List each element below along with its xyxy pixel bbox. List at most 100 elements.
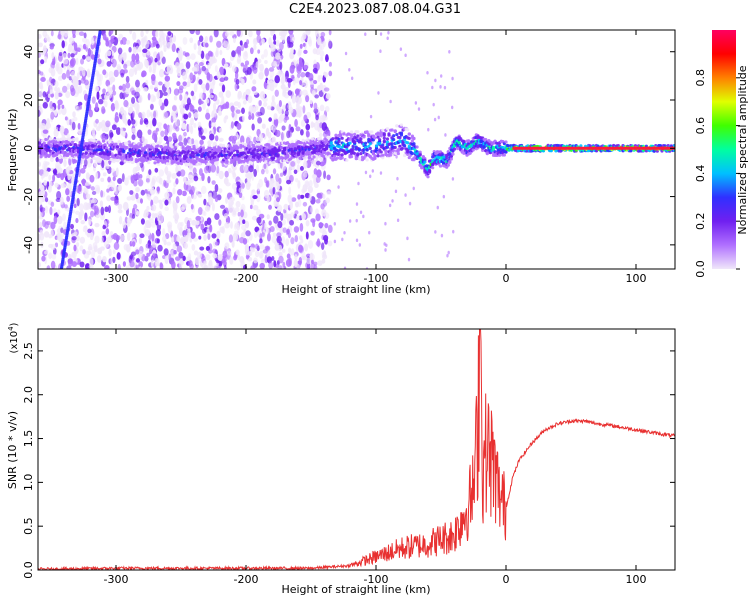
heatmap-cell: [287, 90, 293, 96]
heatmap-cell: [315, 176, 321, 184]
heatmap-cell: [415, 145, 419, 149]
heatmap-cell: [263, 48, 268, 58]
heatmap-cell: [224, 222, 230, 229]
heatmap-cell: [117, 209, 123, 214]
heatmap-cell: [212, 78, 216, 86]
heatmap-cell: [202, 86, 206, 94]
heatmap-cell: [106, 60, 112, 67]
heatmap-cell: [325, 56, 329, 61]
heatmap-cell: [101, 108, 106, 114]
heatmap-cell: [340, 153, 344, 157]
heatmap-cell: [253, 231, 258, 238]
heatmap-cell: [225, 159, 229, 163]
heatmap-cell: [230, 121, 235, 129]
heatmap-cell: [318, 132, 324, 138]
heatmap-cell: [296, 164, 300, 173]
heatmap-cell: [337, 144, 341, 149]
heatmap-cell: [159, 50, 164, 59]
heatmap-cell: [188, 174, 193, 179]
heatmap-cell: [437, 115, 440, 120]
heatmap-cell: [301, 213, 306, 221]
heatmap-cell: [39, 204, 43, 213]
heatmap-cell: [172, 113, 177, 121]
heatmap-cell: [349, 130, 354, 134]
heatmap-cell: [167, 173, 172, 178]
heatmap-cell: [364, 170, 368, 175]
heatmap-cell: [245, 39, 250, 45]
heatmap-cell: [281, 218, 287, 226]
heatmap-cell: [130, 195, 136, 201]
heatmap-cell: [214, 241, 220, 246]
heatmap-cell: [399, 47, 403, 51]
heatmap-cell: [320, 31, 326, 38]
heatmap-cell: [79, 203, 84, 212]
heatmap-cell: [113, 69, 119, 78]
heatmap-cell: [59, 125, 65, 134]
heatmap-cell: [355, 218, 358, 223]
heatmap-cell: [322, 250, 327, 258]
heatmap-cell: [268, 37, 272, 46]
heatmap-cell: [287, 247, 292, 253]
heatmap-cell: [418, 150, 422, 154]
heatmap-cell: [206, 71, 211, 81]
heatmap-cell: [173, 88, 180, 96]
heatmap-cell: [147, 92, 151, 101]
heatmap-cell: [183, 150, 187, 154]
heatmap-cell: [52, 109, 58, 115]
heatmap-cell: [74, 104, 78, 110]
heatmap-cell: [317, 260, 323, 266]
heatmap-cell: [403, 144, 407, 148]
heatmap-cell: [181, 203, 187, 210]
heatmap-cell: [256, 148, 260, 153]
heatmap-cell: [208, 259, 213, 267]
heatmap-cell: [474, 142, 478, 146]
heatmap-cell: [76, 197, 80, 207]
heatmap-cell: [91, 96, 96, 104]
heatmap-cell: [302, 42, 306, 47]
heatmap-cell: [369, 174, 372, 179]
heatmap-cell: [232, 153, 237, 157]
heatmap-cell: [56, 138, 60, 142]
heatmap-cell: [246, 175, 252, 184]
heatmap-cell: [84, 79, 89, 86]
heatmap-cell: [135, 87, 141, 93]
heatmap-cell: [189, 148, 193, 152]
heatmap-cell: [457, 141, 461, 145]
heatmap-cell: [195, 30, 201, 36]
heatmap-cell: [259, 262, 266, 269]
heatmap-cell: [302, 89, 308, 96]
heatmap-cell: [69, 156, 73, 160]
heatmap-cell: [45, 122, 51, 129]
heatmap-cell: [255, 164, 260, 173]
heatmap-cell: [200, 154, 204, 158]
heatmap-cell: [390, 128, 394, 132]
heatmap-cell: [316, 169, 322, 178]
heatmap-cell: [255, 111, 261, 117]
heatmap-cell: [198, 168, 203, 176]
heatmap-cell: [298, 106, 303, 111]
heatmap-cell: [144, 229, 151, 237]
heatmap-cell: [309, 253, 315, 261]
heatmap-cell: [216, 40, 222, 48]
heatmap-cell: [229, 135, 235, 141]
heatmap-cell: [420, 166, 424, 170]
heatmap-cell: [276, 204, 283, 213]
heatmap-cell: [204, 42, 209, 48]
heatmap-cell: [203, 260, 207, 265]
heatmap-cell: [178, 141, 184, 147]
heatmap-cell: [188, 122, 193, 132]
heatmap-cell: [183, 160, 187, 164]
heatmap-cell: [38, 33, 42, 39]
heatmap-cell: [244, 220, 250, 229]
heatmap-cell: [243, 44, 249, 49]
heatmap-cell: [118, 216, 123, 225]
heatmap-cell: [263, 222, 267, 230]
heatmap-cell: [385, 145, 390, 149]
heatmap-cell: [164, 75, 171, 82]
heatmap-cell: [399, 133, 404, 137]
heatmap-cell: [436, 205, 439, 210]
heatmap-cell: [218, 146, 223, 151]
heatmap-cell: [94, 222, 100, 228]
heatmap-cell: [192, 167, 197, 175]
heatmap-cell: [156, 175, 162, 183]
